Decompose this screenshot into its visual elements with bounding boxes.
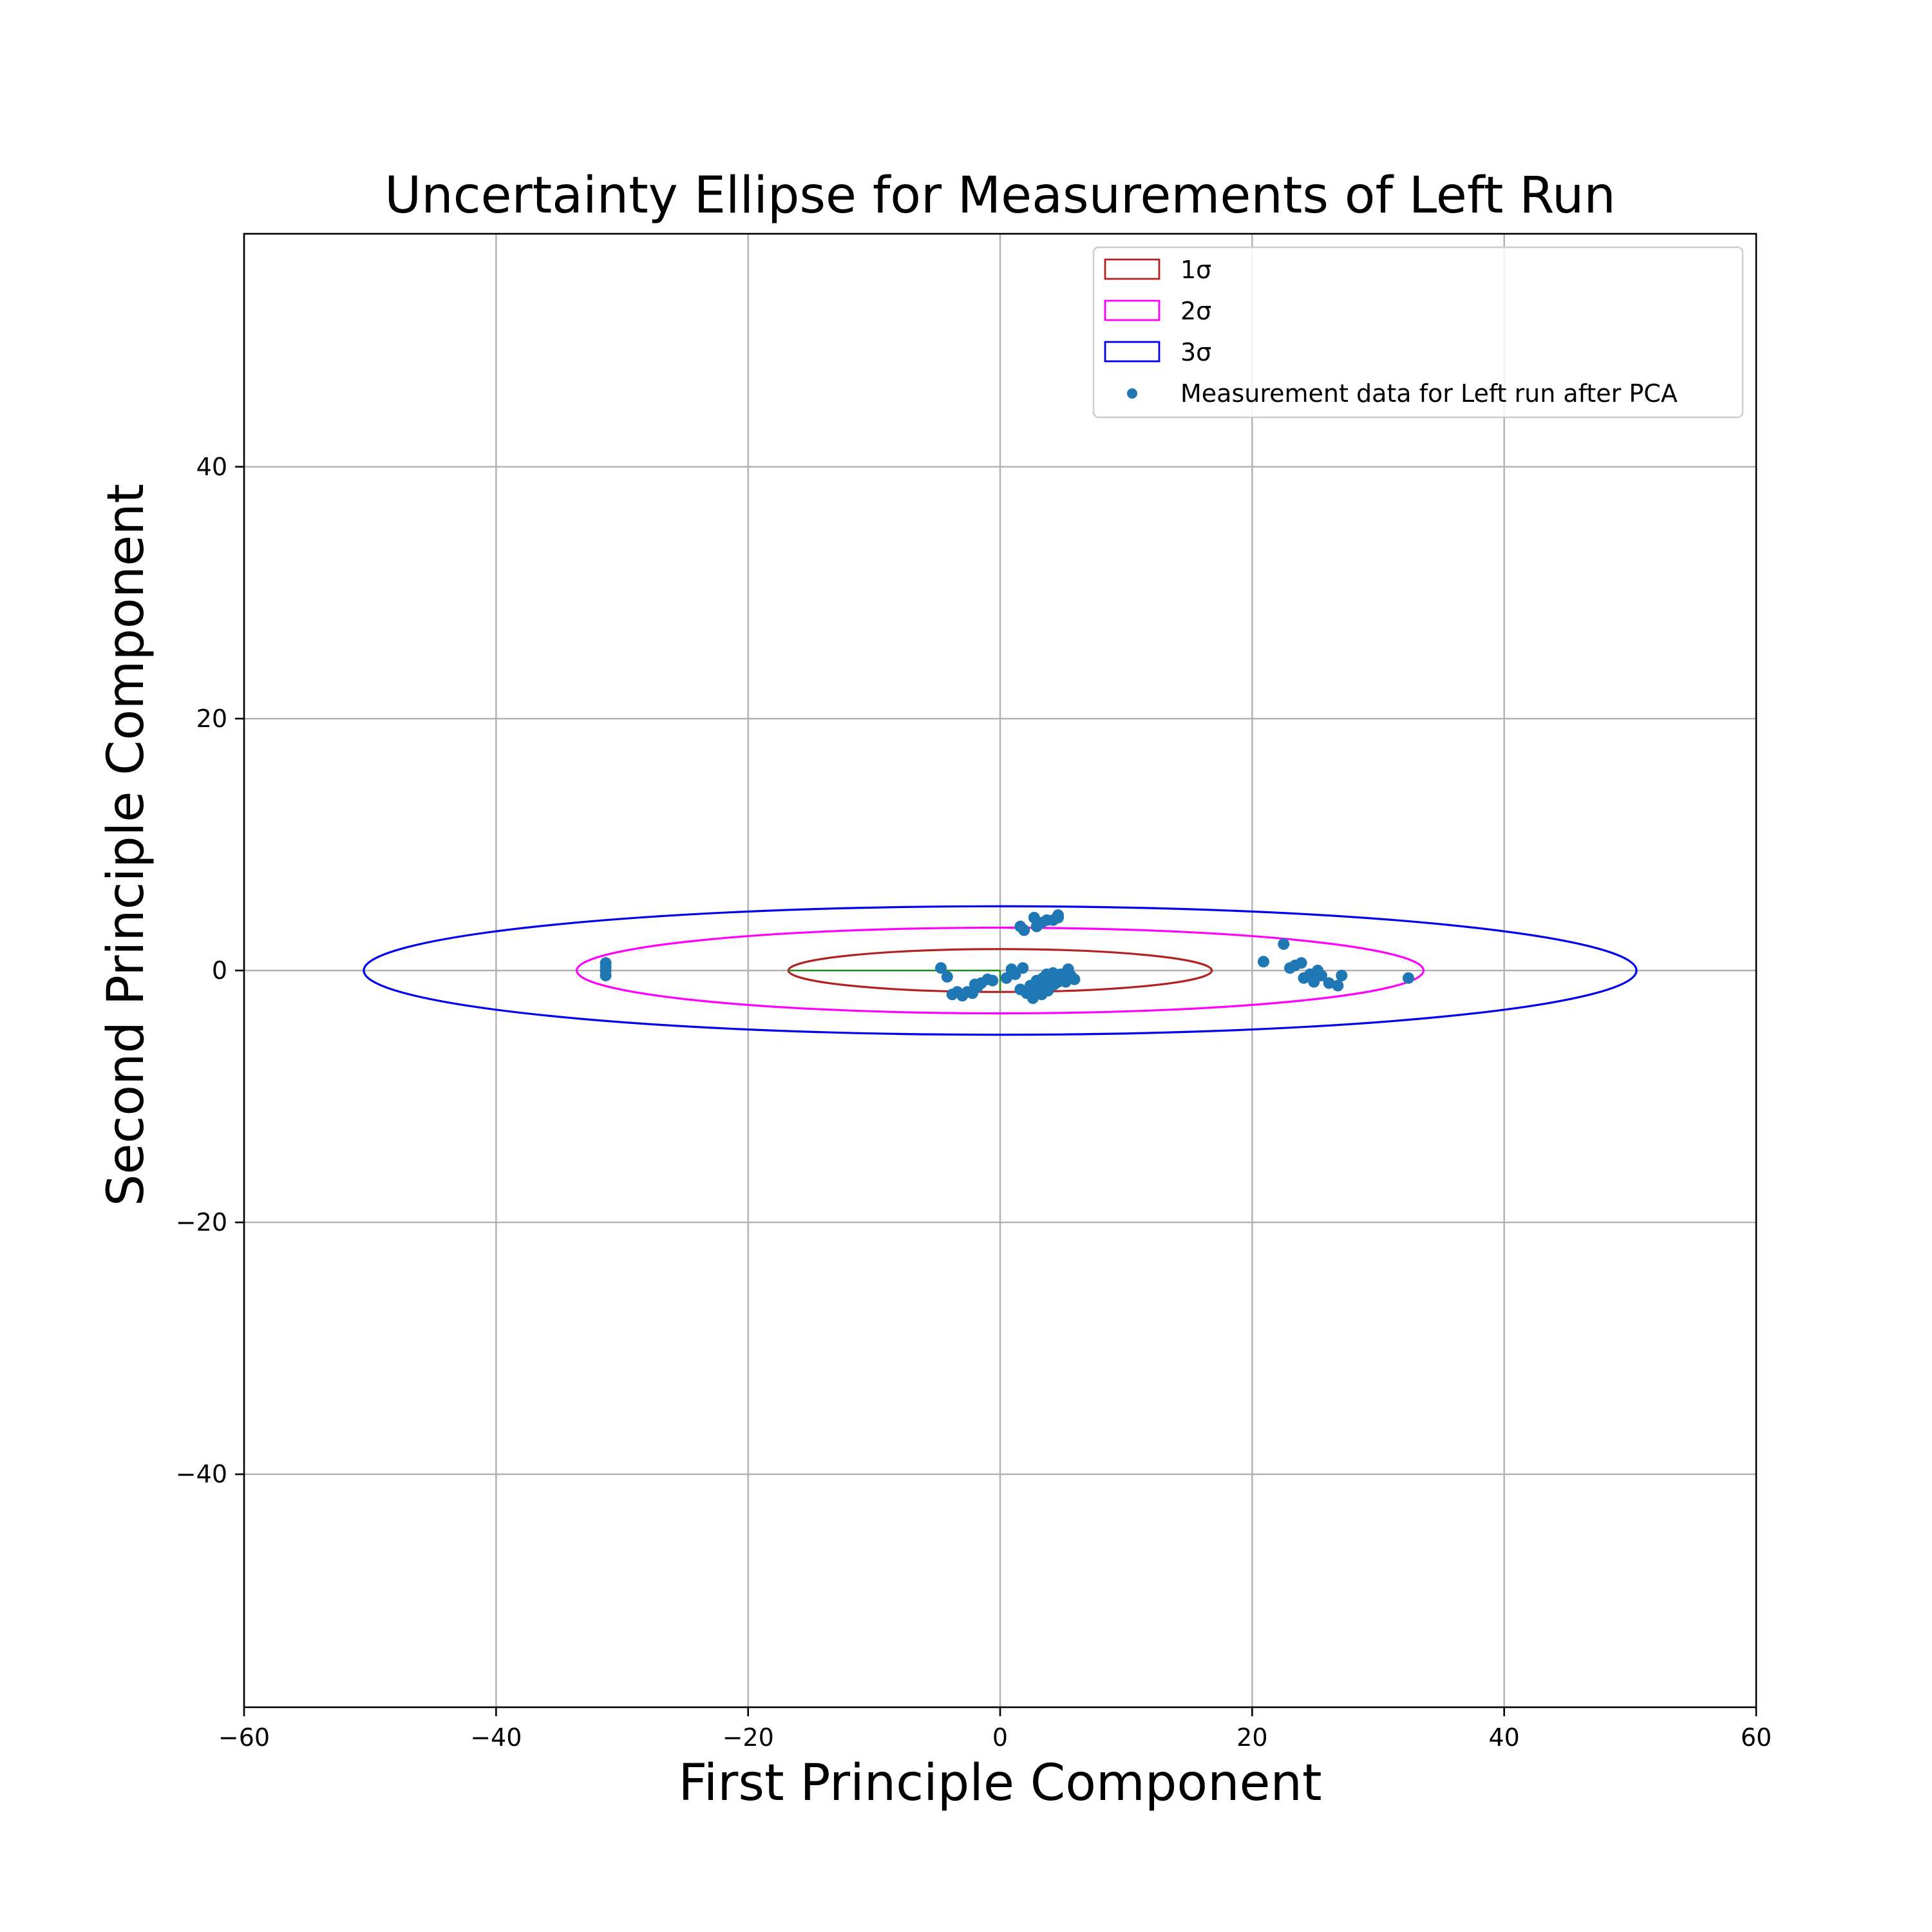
scatter-point — [1000, 972, 1012, 984]
legend-label-measurements: Measurement data for Left run after PCA — [1180, 379, 1678, 408]
x-tick-label: 60 — [1741, 1723, 1772, 1752]
legend-box — [1092, 246, 1744, 419]
scatter-point — [1048, 978, 1061, 990]
y-tick-label: −20 — [176, 1208, 227, 1236]
ellipse-2sigma — [575, 926, 1425, 1015]
scatter-point — [1030, 974, 1043, 987]
scatter-point — [1278, 938, 1290, 950]
x-tick-label: 20 — [1236, 1723, 1267, 1752]
legend-marker-measurements — [1127, 388, 1137, 399]
x-tick-label: 0 — [992, 1723, 1008, 1752]
x-tick-label: 40 — [1488, 1723, 1519, 1752]
scatter-point — [1336, 969, 1348, 981]
scatter-point — [1402, 972, 1414, 984]
scatter-point — [1323, 977, 1335, 989]
scatter-point — [1068, 973, 1081, 985]
legend-swatch-2sigma — [1104, 299, 1160, 321]
y-tick-label: 0 — [212, 956, 227, 985]
scatter-point — [941, 971, 953, 983]
x-tick-label: −20 — [723, 1723, 774, 1752]
legend-label-1sigma: 1σ — [1180, 256, 1211, 284]
legend-swatch-1sigma — [1104, 258, 1160, 280]
y-axis-ticks: −40 −20 0 20 40 — [176, 453, 244, 1488]
legend-swatch-3sigma — [1104, 341, 1160, 363]
ellipse-3sigma — [363, 905, 1638, 1036]
y-tick-label: 40 — [196, 453, 227, 481]
legend: 1σ 2σ 3σ Measurement data for Left run a… — [1092, 246, 1744, 419]
y-tick-label: 20 — [196, 705, 227, 733]
scatter-point — [987, 974, 999, 987]
y-axis-label: Second Principle Component — [97, 484, 155, 1206]
legend-label-2sigma: 2σ — [1180, 297, 1211, 325]
scatter-point — [1315, 969, 1327, 981]
scatter-point — [1257, 956, 1269, 968]
x-tick-label: −40 — [470, 1723, 522, 1752]
scatter-point — [935, 962, 947, 974]
x-axis-label: First Principle Component — [678, 1754, 1321, 1812]
scatter-point — [600, 969, 612, 981]
plot-area — [363, 905, 1638, 1036]
scatter-point — [1036, 989, 1048, 1001]
scatter-point — [1018, 924, 1030, 936]
scatter-point — [1295, 957, 1307, 969]
scatter-point — [1041, 968, 1053, 980]
scatter-point — [1017, 962, 1029, 974]
x-tick-label: −60 — [218, 1723, 270, 1752]
scatter-point — [1332, 980, 1344, 992]
scatter-point — [1052, 909, 1065, 921]
x-axis-ticks: −60 −40 −20 0 20 40 60 — [218, 1707, 1772, 1752]
y-tick-label: −40 — [176, 1460, 227, 1488]
legend-label-3sigma: 3σ — [1180, 338, 1211, 366]
chart-title: Uncertainty Ellipse for Measurements of … — [384, 167, 1616, 225]
